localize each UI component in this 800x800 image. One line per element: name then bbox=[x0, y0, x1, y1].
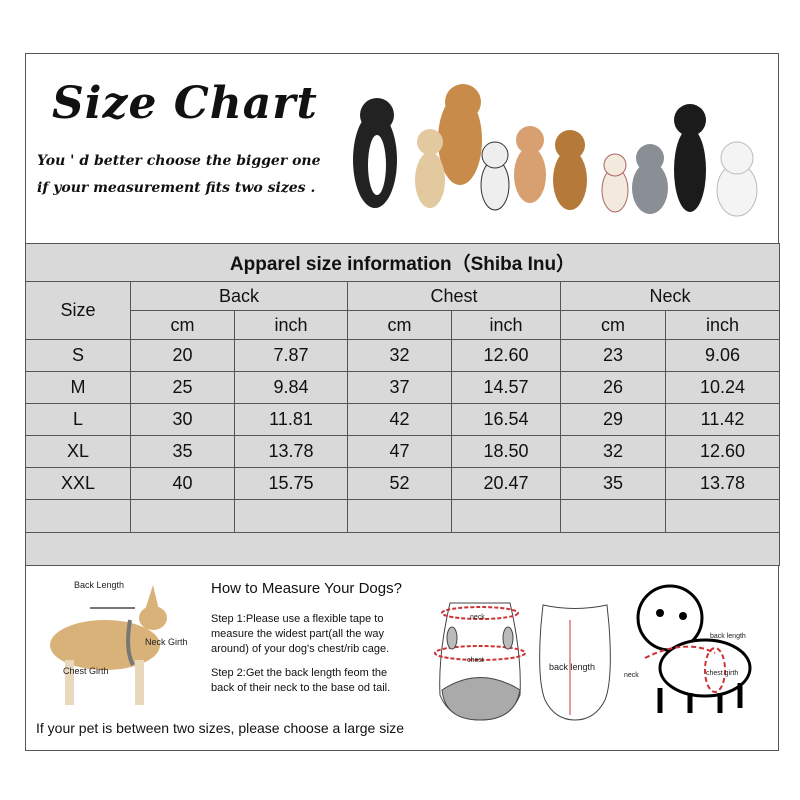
value-cell: 35 bbox=[130, 435, 235, 468]
step-2: Step 2:Get the back length feom the back… bbox=[211, 667, 391, 694]
puppy-label-neck: neck bbox=[624, 672, 639, 679]
value-cell: 18.50 bbox=[451, 435, 561, 468]
size-header: Size bbox=[25, 281, 131, 340]
value-cell: 47 bbox=[347, 435, 452, 468]
value-cell: 32 bbox=[560, 435, 666, 468]
unit-header: cm bbox=[347, 310, 452, 340]
unit-header: inch bbox=[451, 310, 561, 340]
value-cell: 7.87 bbox=[234, 339, 348, 372]
unit-header: inch bbox=[665, 310, 780, 340]
value-cell: 32 bbox=[347, 339, 452, 372]
garment-back-diagram bbox=[539, 604, 611, 721]
dog-measure-illustration bbox=[50, 585, 167, 705]
unit-header: cm bbox=[130, 310, 235, 340]
value-cell: 10.24 bbox=[665, 371, 780, 404]
value-cell: 12.60 bbox=[665, 435, 780, 468]
subtitle-line-2: if your measurement fits two sizes . bbox=[37, 180, 316, 196]
value-cell: 30 bbox=[130, 403, 235, 436]
garment-label-back-length: back length bbox=[549, 662, 596, 672]
value-cell: 37 bbox=[347, 371, 452, 404]
measure-heading: How to Measure Your Dogs? bbox=[211, 580, 402, 597]
value-cell: 52 bbox=[347, 467, 452, 500]
value-cell: 16.54 bbox=[451, 403, 561, 436]
step-1: Step 1:Please use a flexible tape to mea… bbox=[211, 613, 390, 655]
puppy-label-chest-girth: chest girth bbox=[706, 670, 739, 677]
value-cell: 12.60 bbox=[451, 339, 561, 372]
value-cell: 35 bbox=[560, 467, 666, 500]
puppy-label-back-length: back length bbox=[710, 633, 746, 640]
value-cell: 13.78 bbox=[665, 467, 780, 500]
value-cell: 20 bbox=[130, 339, 235, 372]
footer-note: If your pet is between two sizes, please… bbox=[36, 720, 405, 736]
value-cell: 14.57 bbox=[451, 371, 561, 404]
garment-front-diagram bbox=[434, 602, 526, 721]
value-cell: 13.78 bbox=[234, 435, 348, 468]
value-cell: 40 bbox=[130, 467, 235, 500]
table-row: L 30 11.81 42 16.54 29 11.42 bbox=[25, 403, 780, 436]
subtitle-line-1: You ' d better choose the bigger one bbox=[37, 153, 321, 169]
size-cell: M bbox=[25, 371, 131, 404]
page-title: Size Chart bbox=[52, 78, 318, 129]
garment-label-neck: neck bbox=[470, 614, 485, 621]
size-cell: XL bbox=[25, 435, 131, 468]
group-header-chest: Chest bbox=[347, 281, 561, 311]
table-row: XL 35 13.78 47 18.50 32 12.60 bbox=[25, 435, 780, 468]
value-cell: 11.42 bbox=[665, 403, 780, 436]
table-row: S 20 7.87 32 12.60 23 9.06 bbox=[25, 339, 780, 372]
size-cell: L bbox=[25, 403, 131, 436]
value-cell: 23 bbox=[560, 339, 666, 372]
unit-header: inch bbox=[234, 310, 348, 340]
size-table: Apparel size information（Shiba Inu） Size… bbox=[25, 243, 780, 566]
group-header-neck: Neck bbox=[560, 281, 780, 311]
table-row: M 25 9.84 37 14.57 26 10.24 bbox=[25, 371, 780, 404]
empty-band bbox=[25, 532, 780, 566]
value-cell: 9.06 bbox=[665, 339, 780, 372]
label-back-length: Back Length bbox=[74, 580, 125, 590]
label-neck-girth: Neck Girth bbox=[145, 637, 188, 647]
value-cell: 9.84 bbox=[234, 371, 348, 404]
dogs-group-image bbox=[353, 84, 758, 217]
value-cell: 11.81 bbox=[234, 403, 348, 436]
group-header-back: Back bbox=[130, 281, 348, 311]
unit-header: cm bbox=[560, 310, 666, 340]
table-title: Apparel size information（Shiba Inu） bbox=[25, 243, 780, 282]
label-chest-girth: Chest Girth bbox=[63, 666, 109, 676]
value-cell: 26 bbox=[560, 371, 666, 404]
value-cell: 25 bbox=[130, 371, 235, 404]
garment-label-chest: chest bbox=[467, 657, 484, 664]
value-cell: 29 bbox=[560, 403, 666, 436]
value-cell: 15.75 bbox=[234, 467, 348, 500]
size-cell: S bbox=[25, 339, 131, 372]
empty-row bbox=[25, 499, 780, 533]
value-cell: 42 bbox=[347, 403, 452, 436]
size-cell: XXL bbox=[25, 467, 131, 500]
table-row: XXL 40 15.75 52 20.47 35 13.78 bbox=[25, 467, 780, 500]
puppy-measure-illustration bbox=[636, 584, 752, 713]
value-cell: 20.47 bbox=[451, 467, 561, 500]
